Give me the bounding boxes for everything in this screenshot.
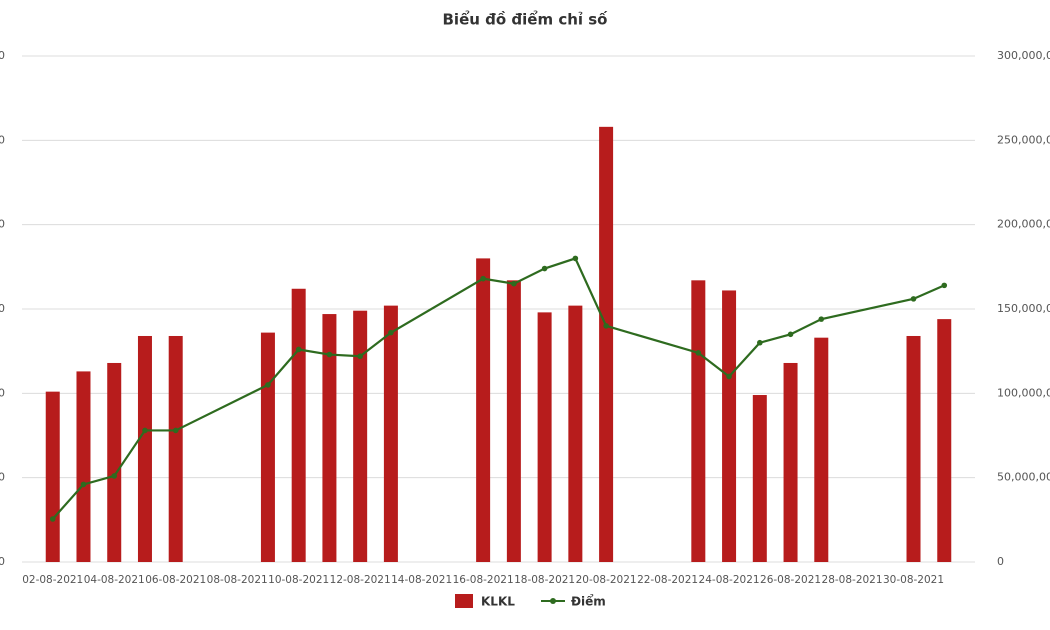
x-tick-label: 20-08-2021 <box>576 574 637 586</box>
bar <box>906 335 921 562</box>
line-point <box>941 282 948 289</box>
line-point <box>326 351 333 358</box>
line-point <box>818 316 825 322</box>
legend-label: Điểm <box>571 594 606 609</box>
bar <box>537 312 552 562</box>
chart-title: Biểu đồ điểm chỉ số <box>443 10 609 29</box>
x-tick-label: 14-08-2021 <box>391 574 452 586</box>
line-point <box>757 339 763 346</box>
bar <box>322 314 337 562</box>
bar <box>722 290 737 562</box>
line-point <box>572 255 579 262</box>
bar <box>691 280 706 562</box>
line-point <box>511 280 517 287</box>
x-tick-label: 30-08-2021 <box>883 574 944 586</box>
y-tick-label: 0 <box>0 218 5 231</box>
legend-swatch <box>455 594 473 608</box>
y2-tick-label: 300,000,000 <box>997 49 1050 62</box>
line-point <box>787 331 794 338</box>
y-tick-label: 0 <box>0 471 5 484</box>
x-tick-label: 28-08-2021 <box>822 574 883 586</box>
line-point <box>265 382 271 388</box>
y-tick-label: 0 <box>0 133 5 146</box>
x-tick-label: 16-08-2021 <box>453 574 514 586</box>
x-tick-label: 26-08-2021 <box>760 574 821 586</box>
x-tick-label: 04-08-2021 <box>84 574 145 586</box>
line-point <box>357 353 363 360</box>
bar <box>752 395 767 562</box>
x-tick-label: 24-08-2021 <box>699 574 760 586</box>
line-point <box>541 265 548 272</box>
y2-tick-label: 100,000,000 <box>997 386 1050 399</box>
bar <box>168 335 183 562</box>
x-tick-label: 06-08-2021 <box>145 574 206 586</box>
bar <box>137 335 152 562</box>
line-point <box>142 427 148 434</box>
y-tick-label: 0 <box>0 302 5 315</box>
line-point <box>726 373 732 380</box>
legend-swatch <box>550 598 556 604</box>
line-point <box>480 275 486 282</box>
y2-tick-label: 50,000,000 <box>997 471 1050 484</box>
x-tick-label: 12-08-2021 <box>330 574 391 586</box>
x-tick-label: 10-08-2021 <box>268 574 329 586</box>
bar <box>568 305 583 562</box>
x-tick-label: 18-08-2021 <box>514 574 575 586</box>
y-tick-label: 0 <box>0 49 5 62</box>
x-tick-label: 22-08-2021 <box>637 574 698 586</box>
y-tick-label: 0 <box>0 386 5 399</box>
line-point <box>695 350 702 356</box>
legend-label: KLKL <box>481 595 515 609</box>
line-point <box>388 329 394 336</box>
bar <box>107 362 122 562</box>
bar <box>353 310 368 562</box>
line <box>51 257 945 520</box>
x-tick-label: 02-08-2021 <box>22 574 83 586</box>
line-point <box>49 516 56 522</box>
bar <box>383 305 398 562</box>
bar <box>506 280 521 562</box>
bar <box>260 332 275 562</box>
bar <box>937 319 952 562</box>
bar <box>45 391 60 562</box>
y2-tick-label: 0 <box>997 555 1004 568</box>
y2-tick-label: 150,000,000 <box>997 302 1050 315</box>
line-point <box>172 427 179 434</box>
line-point <box>910 296 917 302</box>
bar <box>599 126 614 562</box>
y2-tick-label: 200,000,000 <box>997 218 1050 231</box>
y2-tick-label: 250,000,000 <box>997 133 1050 146</box>
x-tick-label: 08-08-2021 <box>207 574 268 586</box>
line-point <box>111 473 118 479</box>
line-point <box>80 481 87 488</box>
bar <box>76 371 91 562</box>
line-point <box>295 346 302 353</box>
bar <box>291 288 306 562</box>
line-point <box>603 323 609 329</box>
y-tick-label: 0 <box>0 555 5 568</box>
bar <box>783 362 798 562</box>
bar <box>476 258 491 562</box>
bar <box>814 337 829 562</box>
